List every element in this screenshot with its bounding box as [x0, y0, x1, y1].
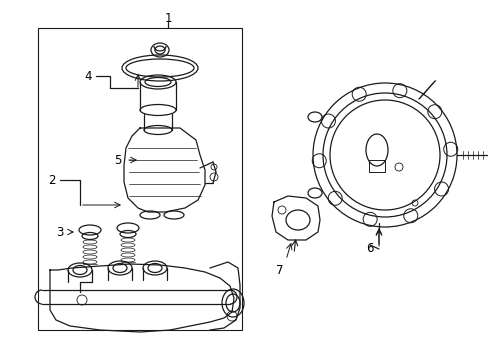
Text: 5: 5	[114, 153, 122, 166]
Text: 6: 6	[366, 242, 373, 255]
Text: 1: 1	[164, 12, 171, 24]
Text: 7: 7	[276, 264, 283, 276]
Bar	[38, 28, 242, 330]
Text: 4: 4	[84, 69, 92, 82]
Bar	[368, 160, 384, 172]
Text: 2: 2	[48, 174, 56, 186]
Text: 3: 3	[56, 225, 63, 239]
